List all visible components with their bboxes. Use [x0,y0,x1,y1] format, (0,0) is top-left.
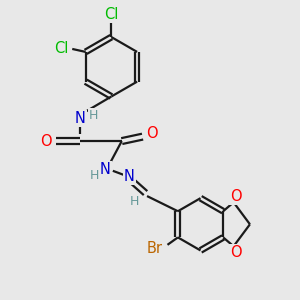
Text: H: H [130,195,139,208]
Text: O: O [230,189,242,204]
Text: Cl: Cl [54,41,68,56]
Text: N: N [100,162,111,177]
Text: Br: Br [147,241,163,256]
Text: O: O [230,245,242,260]
Text: N: N [124,169,135,184]
Text: O: O [40,134,52,148]
Text: H: H [89,109,98,122]
Text: O: O [146,126,157,141]
Text: H: H [89,169,99,182]
Text: N: N [75,111,86,126]
Text: Cl: Cl [104,7,118,22]
